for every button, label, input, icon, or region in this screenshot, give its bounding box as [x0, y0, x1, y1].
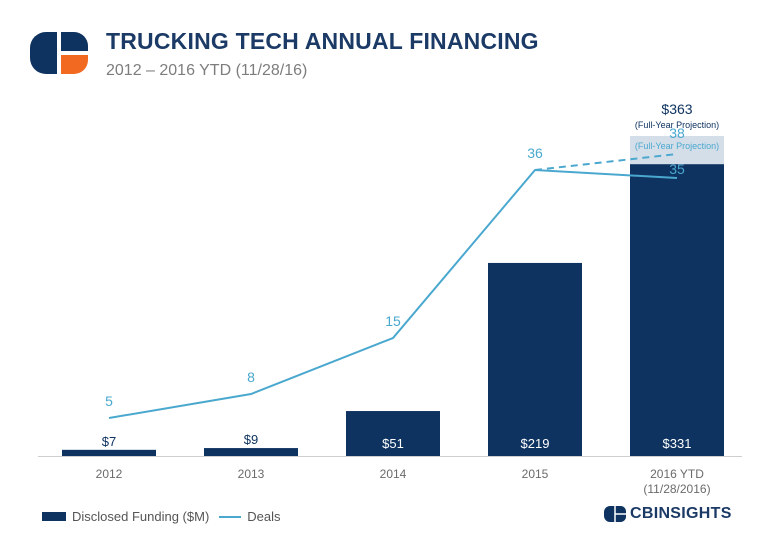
funding-bar — [346, 411, 440, 456]
chart-title: TRUCKING TECH ANNUAL FINANCING — [106, 28, 539, 54]
x-tick-label: (11/28/2016) — [643, 482, 710, 496]
deals-data-label: 8 — [247, 369, 255, 385]
chart-subtitle: 2012 – 2016 YTD (11/28/16) — [106, 62, 308, 79]
deals-data-label: 35 — [669, 161, 685, 177]
cb-brand-icon — [604, 506, 626, 522]
funding-bar — [204, 448, 298, 456]
funding-data-label: $9 — [244, 432, 258, 447]
x-tick-label: 2013 — [238, 467, 265, 481]
deals-data-label: 5 — [105, 393, 113, 409]
deals-projection-note: (Full-Year Projection) — [635, 141, 719, 151]
legend: Disclosed Funding ($M) Deals — [42, 509, 281, 524]
funding-bar — [630, 164, 724, 457]
deals-projection-label: 38 — [669, 125, 685, 141]
x-tick-label: 2015 — [522, 467, 549, 481]
brand-name: CBINSIGHTS — [630, 505, 732, 522]
deals-data-label: 15 — [385, 313, 401, 329]
legend-deals-label: Deals — [247, 509, 281, 524]
legend-deals-swatch — [219, 515, 242, 518]
x-tick-label: 2014 — [380, 467, 407, 481]
funding-data-label: $7 — [102, 434, 116, 449]
funding-projection-label: $363 — [661, 101, 692, 117]
funding-bar — [488, 262, 582, 456]
cbinsights-brand: CBINSIGHTS — [604, 505, 732, 523]
cb-logo-icon — [30, 32, 88, 74]
funding-bar — [62, 449, 156, 456]
funding-projection-note: (Full-Year Projection) — [635, 120, 719, 130]
funding-data-label: $51 — [382, 436, 404, 451]
funding-data-label: $331 — [663, 436, 692, 451]
x-tick-label: 2016 YTD — [650, 467, 704, 481]
legend-funding-label: Disclosed Funding ($M) — [72, 509, 210, 524]
legend-funding-swatch — [42, 512, 66, 521]
deals-line — [108, 168, 678, 419]
deals-data-label: 36 — [527, 145, 543, 161]
x-tick-label: 2012 — [96, 467, 123, 481]
funding-data-label: $219 — [521, 436, 550, 451]
